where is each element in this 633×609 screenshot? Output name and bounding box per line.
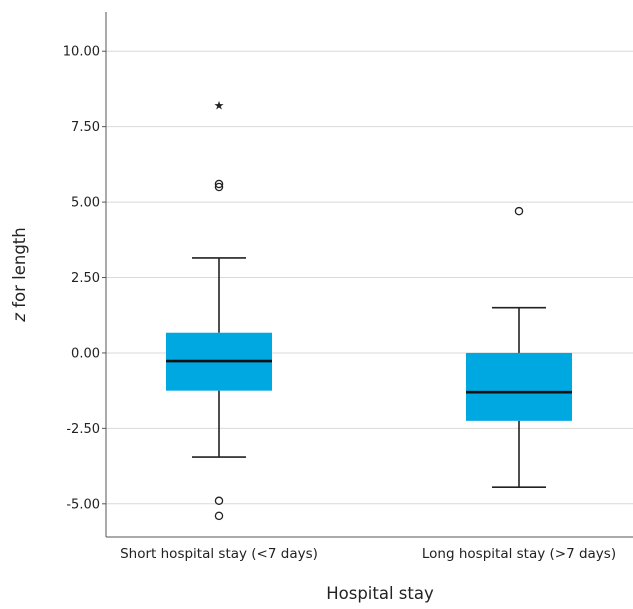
y-axis-ticks: 10.00 7.50 5.00 2.50 0.00 -2.50 -5.00 <box>63 45 106 512</box>
x-axis-title: Hospital stay <box>326 584 434 603</box>
iqr-box <box>466 352 572 421</box>
y-tick-label: 2.50 <box>71 271 100 286</box>
outlier-point <box>214 511 224 521</box>
boxes: ★ <box>166 99 572 521</box>
outlier-point <box>214 496 224 506</box>
y-tick-label: -2.50 <box>66 422 100 437</box>
y-tick-label: 5.00 <box>71 196 100 211</box>
y-tick-label: 0.00 <box>71 346 100 361</box>
y-tick-label: -5.00 <box>66 497 100 512</box>
outlier-point <box>214 179 224 189</box>
x-category-label: Long hospital stay (>7 days) <box>422 546 616 562</box>
x-category-label: Short hospital stay (<7 days) <box>120 546 318 562</box>
y-axis-title-italic: z <box>10 313 29 323</box>
box-group <box>466 206 572 489</box>
box-group: ★ <box>166 99 272 521</box>
y-tick-label: 10.00 <box>63 45 100 60</box>
extreme-point: ★ <box>214 99 225 113</box>
y-axis-title-rest: for length <box>10 227 29 313</box>
y-axis-title: z for length <box>10 227 29 322</box>
x-axis-categories: Short hospital stay (<7 days) Long hospit… <box>120 546 616 562</box>
y-tick-label: 7.50 <box>71 120 100 135</box>
grid-lines <box>106 50 633 505</box>
outlier-point <box>214 182 224 192</box>
outlier-point <box>514 206 524 216</box>
